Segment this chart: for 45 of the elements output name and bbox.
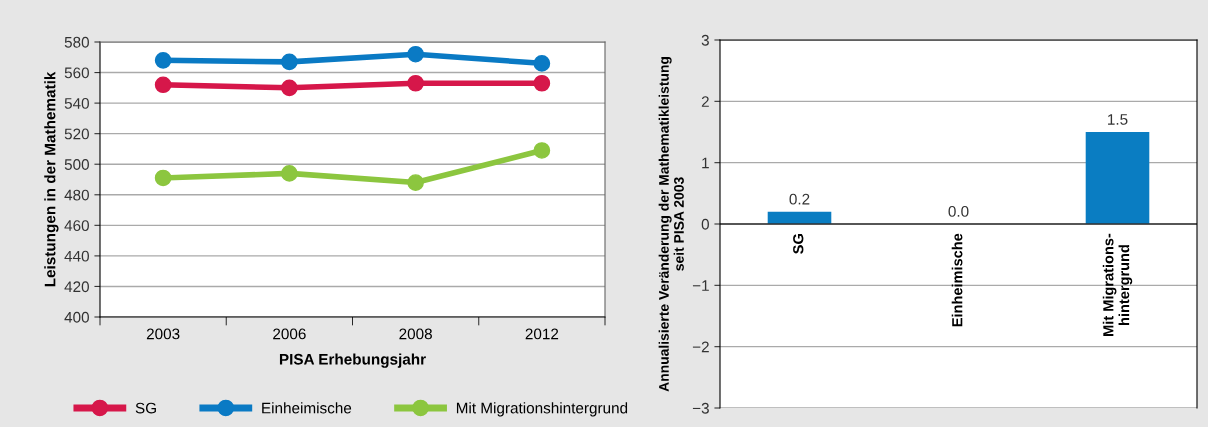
x-tick-label: 2008 bbox=[399, 328, 432, 340]
y-axis-title: Leistungen in der Mathematik bbox=[44, 71, 59, 287]
y-tick-label: 540 bbox=[64, 97, 89, 109]
y-tick-label: −3 bbox=[692, 402, 709, 414]
x-tick-label: Mit Migrations- hintergrund bbox=[1102, 233, 1133, 336]
y-tick-label: 580 bbox=[64, 36, 89, 48]
data-label: 0.0 bbox=[948, 206, 969, 217]
y-tick-label: 560 bbox=[64, 67, 89, 79]
point bbox=[281, 79, 298, 97]
x-tick-label: 2003 bbox=[146, 328, 180, 340]
x-tick-label: SG bbox=[793, 234, 804, 254]
y-tick-label: 0 bbox=[701, 218, 709, 230]
point bbox=[533, 55, 551, 72]
x-tick-label: 2012 bbox=[525, 328, 559, 340]
y-tick-label: 500 bbox=[64, 159, 89, 170]
x-tick-label: 2006 bbox=[273, 328, 306, 340]
y-tick-label: −2 bbox=[692, 341, 709, 353]
data-label: 1.5 bbox=[1108, 114, 1128, 125]
y-tick-label: −1 bbox=[692, 280, 709, 291]
point bbox=[154, 76, 172, 94]
point bbox=[407, 74, 424, 92]
y-tick-label: 440 bbox=[64, 250, 89, 262]
point bbox=[154, 169, 172, 187]
point bbox=[407, 174, 424, 191]
y-tick-label: 3 bbox=[701, 34, 709, 46]
point bbox=[281, 53, 298, 71]
y-tick-label: 520 bbox=[64, 128, 89, 140]
legend-label: SG bbox=[135, 402, 156, 414]
x-tick-label: Einheimische bbox=[951, 233, 963, 327]
y-tick-label: 460 bbox=[64, 220, 89, 232]
point bbox=[154, 51, 172, 69]
x-axis-title: PISA Erhebungsjahr bbox=[279, 353, 426, 368]
y-tick-label: 420 bbox=[64, 281, 89, 293]
point bbox=[407, 45, 424, 63]
data-label: 0.2 bbox=[789, 193, 810, 205]
point bbox=[533, 142, 551, 159]
legend-label: Mit Migrationshintergrund bbox=[456, 402, 628, 417]
y-tick-label: 1 bbox=[702, 157, 709, 169]
y-tick-label: 400 bbox=[64, 311, 89, 323]
point bbox=[533, 74, 551, 92]
y-tick-label: 2 bbox=[701, 96, 709, 107]
legend-label: Einheimische bbox=[262, 402, 352, 414]
y-axis-title: Annualisierte Veränderung der Mathematikleistung seit PISA 2003 bbox=[658, 57, 684, 392]
point bbox=[281, 165, 298, 182]
y-tick-label: 480 bbox=[64, 189, 89, 201]
